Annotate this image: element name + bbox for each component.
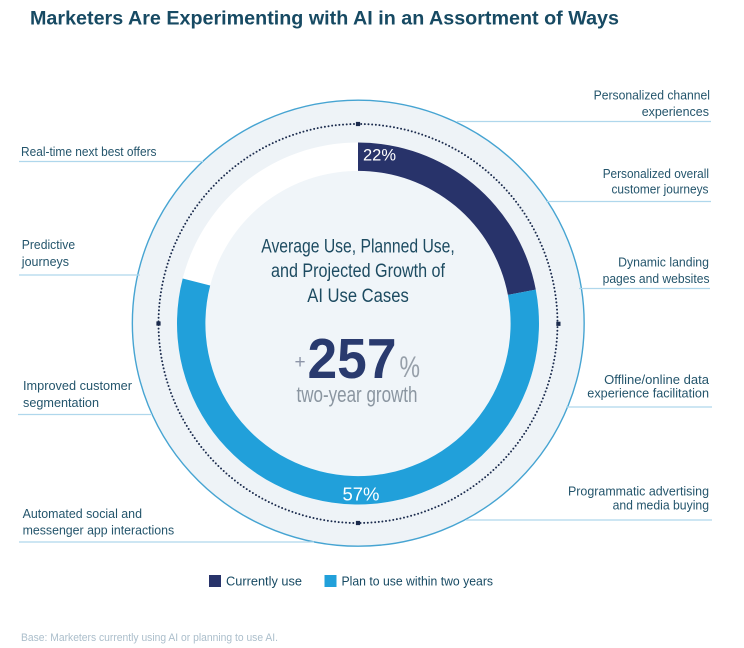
svg-text:Personalized channel: Personalized channel <box>594 88 710 103</box>
svg-text:AI Use Cases: AI Use Cases <box>307 286 409 307</box>
svg-text:Personalized overall: Personalized overall <box>603 166 709 181</box>
svg-text:%: % <box>400 351 421 384</box>
svg-text:and media buying: and media buying <box>613 498 709 513</box>
svg-text:pages and websites: pages and websites <box>603 271 710 286</box>
svg-text:Currently use: Currently use <box>226 574 302 589</box>
svg-text:experiences: experiences <box>642 104 710 119</box>
svg-text:journeys: journeys <box>21 254 70 269</box>
svg-text:customer journeys: customer journeys <box>612 182 709 197</box>
svg-text:Improved customer: Improved customer <box>23 378 133 393</box>
svg-text:Real-time next best offers: Real-time next best offers <box>21 144 157 159</box>
svg-text:segmentation: segmentation <box>23 395 99 410</box>
svg-text:messenger app interactions: messenger app interactions <box>23 523 175 538</box>
svg-text:Average Use, Planned Use,: Average Use, Planned Use, <box>261 237 455 258</box>
svg-text:57%: 57% <box>342 484 379 505</box>
svg-text:Dynamic landing: Dynamic landing <box>618 255 709 270</box>
svg-text:+: + <box>294 352 305 373</box>
svg-text:and Projected Growth of: and Projected Growth of <box>271 261 446 282</box>
svg-text:Programmatic advertising: Programmatic advertising <box>568 484 709 499</box>
svg-text:experience facilitation: experience facilitation <box>587 386 709 401</box>
svg-text:257: 257 <box>308 327 397 391</box>
svg-text:two-year growth: two-year growth <box>297 382 418 407</box>
svg-text:Predictive: Predictive <box>22 237 75 252</box>
svg-text:22%: 22% <box>363 147 396 165</box>
svg-text:Automated social and: Automated social and <box>23 506 142 521</box>
svg-text:Offline/online data: Offline/online data <box>604 372 710 387</box>
svg-text:Marketers Are Experimenting wi: Marketers Are Experimenting with AI in a… <box>30 8 619 30</box>
svg-text:Plan to use within two years: Plan to use within two years <box>342 574 494 589</box>
svg-text:Base: Marketers currently usin: Base: Marketers currently using AI or pl… <box>21 632 278 644</box>
